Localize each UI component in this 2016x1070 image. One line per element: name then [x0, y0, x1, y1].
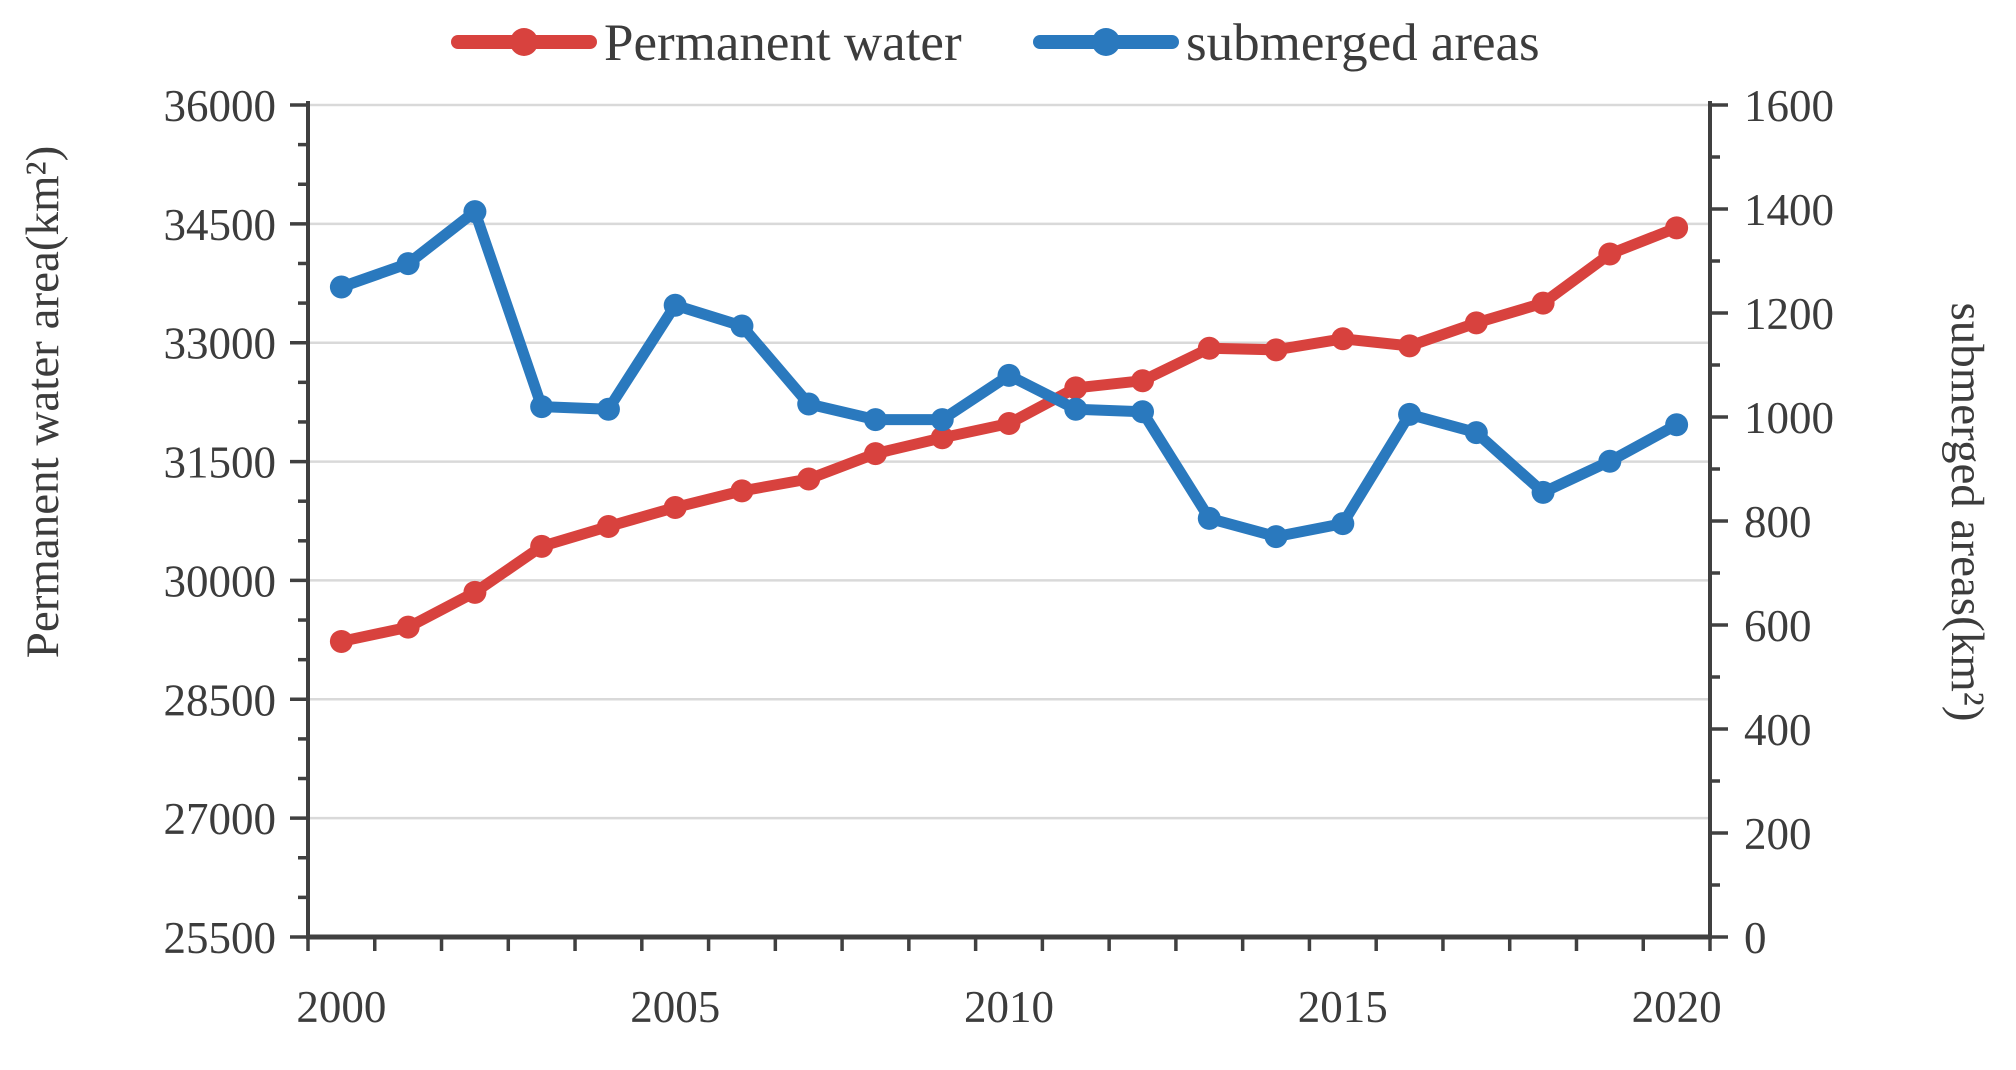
- data-point-marker: [1064, 376, 1088, 400]
- left-axis-tick-label: 34500: [164, 200, 277, 250]
- right-axis-tick-label: 1200: [1744, 289, 1834, 339]
- data-point-marker: [1331, 512, 1355, 536]
- data-point-marker: [329, 629, 353, 653]
- x-axis-tick-label: 2000: [296, 982, 386, 1032]
- x-axis-tick-label: 2015: [1298, 982, 1388, 1032]
- data-point-marker: [396, 615, 420, 639]
- legend-marker: [510, 28, 538, 56]
- data-point-marker: [1464, 311, 1488, 335]
- data-point-marker: [930, 408, 954, 432]
- data-point-marker: [1197, 336, 1221, 360]
- series-permanent-water: [329, 216, 1689, 653]
- data-point-marker: [797, 467, 821, 491]
- right-axis-tick-label: 600: [1744, 601, 1812, 651]
- left-axis-tick-label: 27000: [164, 794, 277, 844]
- data-point-marker: [396, 252, 420, 276]
- data-point-marker: [930, 426, 954, 450]
- data-point-marker: [329, 275, 353, 299]
- legend-label: Permanent water: [604, 14, 962, 72]
- right-axis-tick-label: 400: [1744, 705, 1812, 755]
- right-axis-tick-label: 1400: [1744, 185, 1834, 235]
- x-axis-tick-label: 2020: [1632, 982, 1722, 1032]
- series-submerged-areas: [329, 200, 1689, 549]
- data-point-marker: [663, 496, 687, 520]
- legend-item: Permanent water: [451, 14, 962, 72]
- data-point-marker: [1531, 480, 1555, 504]
- left-axis-tick-label: 33000: [164, 319, 277, 369]
- data-point-marker: [797, 392, 821, 416]
- data-point-marker: [463, 200, 487, 224]
- legend-marker: [1092, 28, 1120, 56]
- data-point-marker: [1264, 338, 1288, 362]
- data-point-marker: [1398, 334, 1422, 358]
- data-point-marker: [1665, 216, 1689, 240]
- data-point-marker: [730, 314, 754, 338]
- right-axis-tick-label: 0: [1744, 913, 1767, 963]
- data-point-marker: [530, 534, 554, 558]
- right-axis-tick-label: 200: [1744, 809, 1812, 859]
- data-point-marker: [596, 397, 620, 421]
- right-axis-tick-label: 1000: [1744, 393, 1834, 443]
- data-point-marker: [730, 479, 754, 503]
- data-point-marker: [1398, 402, 1422, 426]
- data-point-marker: [596, 515, 620, 539]
- left-axis-tick-label: 25500: [164, 913, 277, 963]
- right-axis-tick-label: 1600: [1744, 81, 1834, 131]
- data-point-marker: [1064, 397, 1088, 421]
- left-axis-tick-label: 30000: [164, 556, 277, 606]
- right-axis-tick-label: 800: [1744, 497, 1812, 547]
- left-axis-tick-label: 31500: [164, 438, 277, 488]
- data-point-marker: [863, 408, 887, 432]
- data-point-marker: [1598, 449, 1622, 473]
- legend-label: submerged areas: [1186, 14, 1540, 72]
- data-point-marker: [863, 442, 887, 466]
- data-point-marker: [1531, 291, 1555, 315]
- data-point-marker: [997, 363, 1021, 387]
- data-point-marker: [1131, 400, 1155, 424]
- data-point-marker: [1331, 327, 1355, 351]
- data-point-marker: [663, 293, 687, 317]
- left-axis-tick-label: 28500: [164, 675, 277, 725]
- data-point-marker: [1197, 506, 1221, 530]
- data-point-marker: [1665, 413, 1689, 437]
- data-point-marker: [1131, 369, 1155, 393]
- left-axis-title: Permanent water area(km²): [17, 146, 69, 659]
- x-axis-tick-label: 2005: [630, 982, 720, 1032]
- right-axis-title: submerged areas(km²): [1941, 302, 1993, 721]
- legend-item: submerged areas: [1033, 14, 1540, 72]
- data-point-marker: [463, 580, 487, 604]
- data-point-marker: [1264, 525, 1288, 549]
- left-axis-tick-label: 36000: [164, 81, 277, 131]
- data-point-marker: [530, 395, 554, 419]
- data-point-marker: [1464, 421, 1488, 445]
- data-point-marker: [1598, 242, 1622, 266]
- x-axis-tick-label: 2010: [964, 982, 1054, 1032]
- data-point-marker: [997, 412, 1021, 436]
